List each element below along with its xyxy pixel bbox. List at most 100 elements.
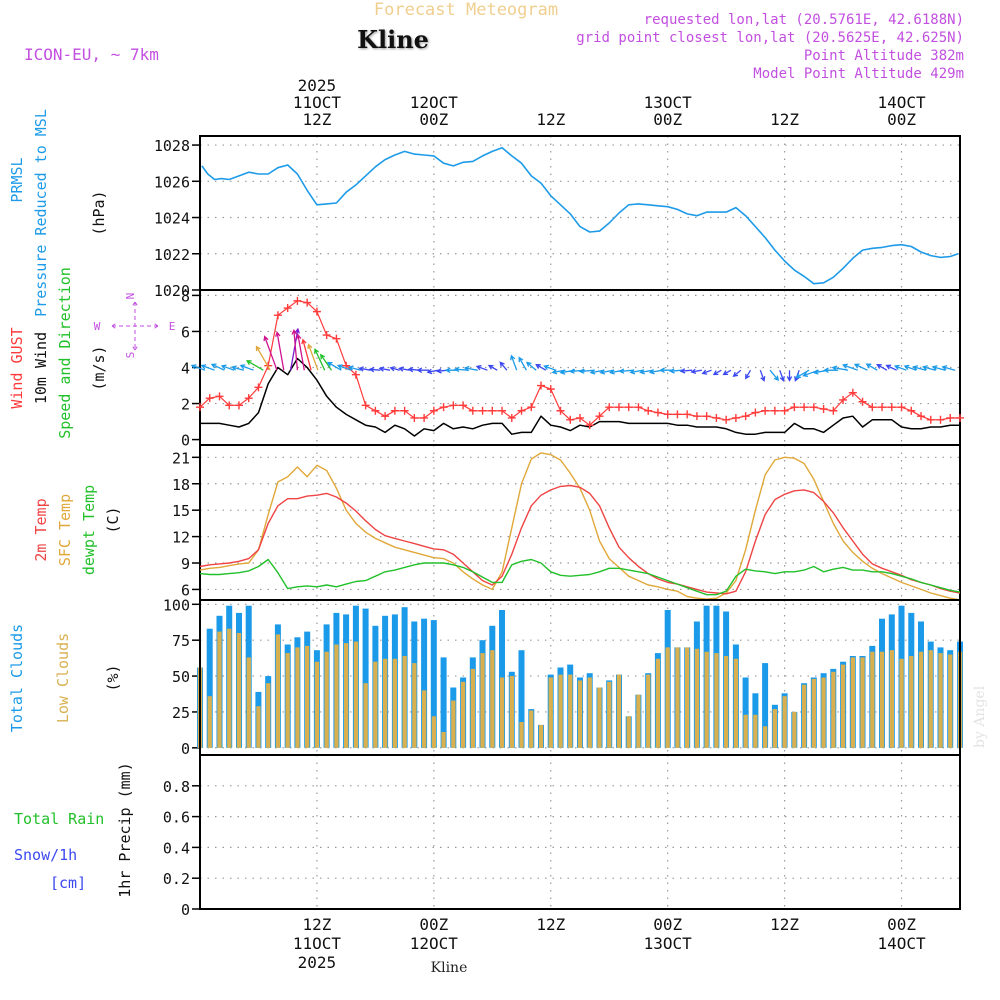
grid-point-coords: grid point closest lon,lat (20.5625E, 42… (576, 30, 964, 46)
gust-marker (751, 408, 760, 417)
wind-direction-arrow (722, 369, 732, 376)
temp-2m-label: 2m Temp (32, 498, 50, 561)
gust-marker (829, 406, 838, 415)
wind-direction-arrow (712, 369, 722, 376)
wind-direction-arrow (275, 331, 285, 371)
snow-legend-unit: [cm] (50, 874, 86, 892)
wind-direction-arrow (416, 367, 429, 373)
low-cloud-bar (451, 700, 456, 748)
precip-axis-label: 1hr Precip (mm) (116, 762, 134, 897)
wind-direction-arrow (903, 364, 917, 371)
gust-marker (449, 401, 458, 410)
gust-marker (205, 394, 214, 403)
bottom-time-label: 00Z (653, 915, 682, 934)
point-altitude: Point Altitude 382m (804, 48, 964, 64)
low-cloud-bar (509, 676, 514, 748)
low-cloud-bar (577, 680, 583, 748)
gust-marker (332, 334, 341, 343)
top-time-label: 12Z (536, 110, 565, 129)
wind-direction-arrow (629, 369, 644, 375)
top-time-label: 2025 (298, 76, 337, 95)
low-cloud-bar (285, 653, 290, 748)
low-cloud-bar (636, 694, 641, 748)
gust-marker (244, 394, 253, 403)
gust-marker (498, 406, 507, 415)
low-cloud-bar (743, 714, 748, 748)
wind-direction-arrow (639, 369, 654, 375)
bottom-time-label: 00Z (887, 915, 916, 934)
low-cloud-bar (227, 628, 232, 748)
gust-marker (429, 406, 438, 415)
low-cloud-bar (889, 650, 894, 748)
top-time-label: 00Z (419, 110, 448, 129)
pressure-label-msl: Pressure Reduced to MSL (32, 109, 50, 317)
panel-frame (199, 754, 961, 910)
low-cloud-bar (207, 696, 212, 748)
wind-direction-arrow (301, 338, 312, 371)
total-clouds-label: Total Clouds (8, 624, 26, 732)
gust-marker (731, 413, 740, 422)
bottom-time-label: 12OCT (410, 934, 459, 953)
rain-legend: Total Rain (14, 810, 104, 828)
wind-direction-arrow (475, 365, 488, 371)
wind-direction-arrow (398, 366, 410, 372)
low-cloud-bar (422, 690, 427, 748)
compass-letter: W (94, 320, 101, 333)
low-cloud-bar (441, 732, 446, 748)
gust-marker (517, 406, 526, 415)
model-label: ICON-EU, ~ 7km (24, 45, 159, 64)
gust-marker (956, 413, 964, 422)
low-cloud-bar (431, 716, 436, 748)
y-tick-label: 1020 (154, 282, 190, 300)
wind-direction-arrow (922, 365, 936, 371)
wind-direction-arrow (912, 365, 927, 371)
gust-marker (614, 403, 623, 412)
requested-coords: requested lon,lat (20.5761E, 42.6188N) (644, 12, 964, 28)
gust-marker (322, 331, 331, 340)
top-time-label: 11OCT (293, 93, 342, 112)
wind-10m-label: 10m Wind (32, 332, 50, 404)
y-tick-label: 75 (172, 632, 190, 650)
gust-marker (439, 403, 448, 412)
gust-marker (478, 406, 487, 415)
wind-direction-arrow (853, 363, 868, 371)
bottom-time-label: 2025 (298, 953, 337, 972)
low-cloud-bar (334, 644, 339, 748)
gust-marker (537, 381, 546, 390)
wind-direction-arrow (210, 363, 225, 371)
wind-direction-arrow (885, 364, 897, 371)
gust-marker (605, 403, 614, 412)
low-cloud-bar (568, 674, 573, 748)
top-time-label: 12Z (770, 110, 799, 129)
gust-marker (546, 385, 555, 394)
low-cloud-bar (392, 658, 397, 748)
gust-marker (293, 296, 302, 305)
low-cloud-bar (402, 656, 407, 748)
wind-direction-arrow (669, 368, 683, 374)
gust-marker (722, 415, 731, 424)
wind-direction-arrow (745, 369, 752, 380)
wind-direction-arrow (295, 333, 305, 371)
top-time-label: 00Z (653, 110, 682, 129)
compass-rose: W E N S (94, 293, 176, 359)
wind-direction-arrow (378, 366, 391, 372)
footer-location: Kline (431, 960, 468, 976)
low-cloud-bar (840, 664, 846, 748)
wind-direction-arrow (831, 365, 849, 371)
temp-2m-line (199, 484, 961, 595)
wind-direction-arrow (239, 364, 254, 371)
wind-direction-arrow (578, 368, 595, 374)
wind-direction-arrow (876, 364, 888, 371)
y-tick-label: 1028 (154, 137, 190, 155)
y-tick-label: 0 (181, 740, 190, 758)
compass-letter: N (124, 293, 137, 300)
wind-direction-arrow (426, 368, 439, 375)
wind-direction-arrow (795, 369, 810, 379)
gust-marker (780, 406, 789, 415)
total-cloud-bar (518, 650, 525, 748)
low-cloud-bar (665, 647, 670, 748)
gust-marker (410, 413, 419, 422)
low-cloud-bar (383, 658, 388, 748)
